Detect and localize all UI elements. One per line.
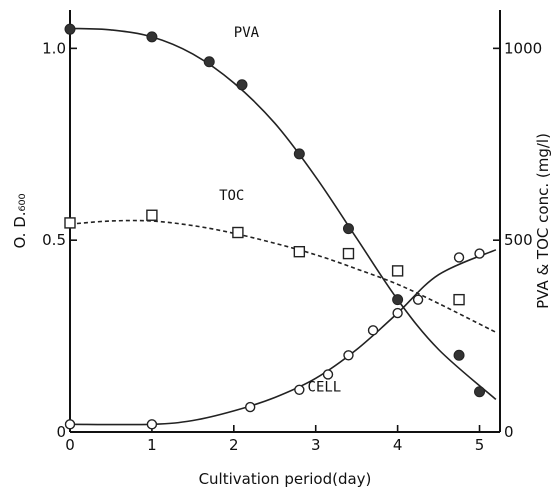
pva-point [453, 349, 465, 361]
toc-point [146, 209, 158, 221]
y-left-tick-label: 0.5 [42, 231, 66, 249]
toc-point [391, 265, 404, 277]
pva-point [203, 56, 215, 68]
toc-point [64, 217, 76, 229]
x-tick-label: 1 [147, 436, 157, 454]
cell-point [64, 419, 76, 430]
pva-point [342, 223, 354, 235]
pva-point [64, 23, 76, 35]
cell-point [294, 384, 305, 395]
curves [69, 27, 497, 426]
x-tick-label: 5 [475, 436, 485, 454]
markers [64, 23, 486, 430]
cell-point [474, 248, 485, 259]
y-right-tick-label: 0 [504, 423, 514, 441]
pva-point [474, 386, 486, 398]
y-right-axis-title: PVA & TOC conc. (mg/l) [534, 133, 552, 309]
y-left-tick-label: 1.0 [42, 39, 66, 57]
toc-curve [69, 219, 497, 334]
cell-point [392, 307, 403, 319]
cell-point [412, 294, 424, 305]
toc-point [293, 245, 306, 258]
pva-point [236, 79, 248, 91]
pva-curve [69, 27, 497, 401]
series-label-pva: PVA [234, 25, 260, 41]
series-label-cell: CELL [308, 380, 342, 396]
pva-point [146, 31, 158, 43]
pva-point [392, 294, 404, 306]
cell-point [146, 419, 158, 430]
x-tick-label: 4 [393, 436, 403, 454]
toc-point [453, 293, 465, 306]
y-right-tick-label: 500 [504, 231, 533, 249]
y-left-tick-label: 0 [56, 423, 66, 441]
cell-point [322, 369, 334, 380]
cell-point [244, 401, 256, 413]
x-tick-label: 2 [229, 436, 239, 454]
cell-point [367, 325, 379, 336]
x-tick-label: 3 [311, 436, 321, 454]
labels: 0 1 2 3 4 5 0 0.5 1.0 0 500 1000 Cultivation period(… [11, 25, 552, 488]
toc-point [232, 226, 244, 239]
toc-point [342, 247, 355, 260]
y-left-axis-title: O. D.₆₀₀ [11, 193, 29, 248]
cell-curve [69, 249, 497, 426]
pva-point [293, 148, 305, 160]
x-axis-title: Cultivation period(day) [199, 470, 372, 488]
cell-point [453, 252, 465, 263]
y-right-tick-label: 1000 [504, 39, 542, 57]
series-label-toc: TOC [219, 188, 244, 204]
cell-point [343, 350, 354, 361]
x-tick-label: 0 [65, 436, 75, 454]
